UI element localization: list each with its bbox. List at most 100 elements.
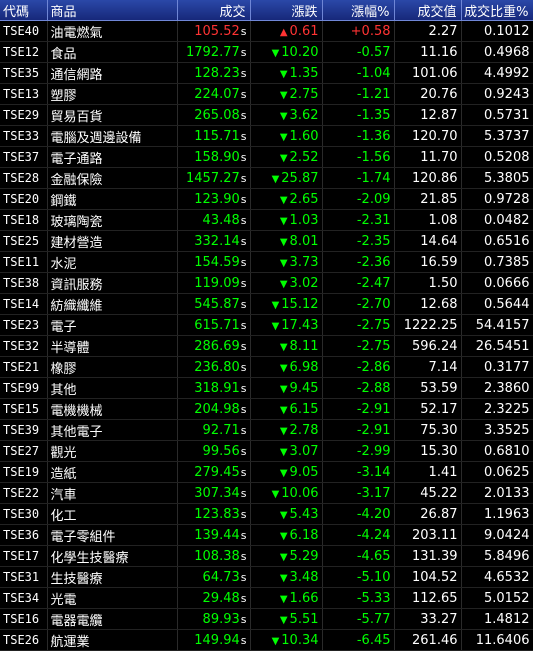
table-row[interactable]: TSE27 觀光 99.56s ▼ 3.07 -2.99 15.30 0.6810 — [0, 440, 533, 462]
header-code[interactable]: 代碼 — [0, 0, 48, 21]
table-row[interactable]: TSE25 建材營造 332.14s ▼ 8.01 -2.35 14.64 0.6516 — [0, 230, 533, 252]
table-row[interactable]: TSE20 鋼鐵 123.90s ▼ 2.65 -2.09 21.85 0.9728 — [0, 188, 533, 210]
change-cell: ▼ 6.18 — [250, 524, 323, 546]
trade-value: 203.11 — [394, 524, 462, 546]
table-row[interactable]: TSE33 電腦及週邊設備 115.71s ▼ 1.60 -1.36 120.70 5.373… — [0, 125, 533, 147]
change-value: 6.18 — [289, 527, 319, 543]
close-price-cell: 286.69s — [177, 335, 251, 357]
change-percent: -1.21 — [322, 83, 395, 105]
close-price: 139.44 — [194, 527, 240, 543]
trade-ratio: 4.4992 — [461, 62, 533, 84]
close-price-cell: 89.93s — [177, 608, 251, 630]
change-cell: ▼ 17.43 — [250, 314, 323, 336]
change-percent: -2.86 — [322, 356, 395, 378]
table-row[interactable]: TSE35 通信網路 128.23s ▼ 1.35 -1.04 101.06 4.4992 — [0, 62, 533, 84]
close-price-cell: 265.08s — [177, 104, 251, 126]
table-row[interactable]: TSE22 汽車 307.34s ▼ 10.06 -3.17 45.22 2.0133 — [0, 482, 533, 504]
trade-ratio: 2.3860 — [461, 377, 533, 399]
triangle-down-icon: ▼ — [279, 572, 288, 584]
change-cell: ▼ 8.01 — [250, 230, 323, 252]
table-row[interactable]: TSE17 化學生技醫療 108.38s ▼ 5.29 -4.65 131.39 5.8496 — [0, 545, 533, 567]
table-row[interactable]: TSE13 塑膠 224.07s ▼ 2.75 -1.21 20.76 0.9243 — [0, 83, 533, 105]
sector-name: 生技醫療 — [47, 566, 178, 588]
table-row[interactable]: TSE21 橡膠 236.80s ▼ 6.98 -2.86 7.14 0.3177 — [0, 356, 533, 378]
table-row[interactable]: TSE12 食品 1792.77s ▼ 10.20 -0.57 11.16 0.4968 — [0, 41, 533, 63]
header-change[interactable]: 漲跌 — [250, 0, 323, 21]
change-percent: -2.70 — [322, 293, 395, 315]
change-value: 3.73 — [289, 254, 319, 270]
change-value: 3.02 — [289, 275, 319, 291]
change-value: 1.60 — [289, 128, 319, 144]
triangle-down-icon: ▼ — [271, 173, 280, 185]
table-row[interactable]: TSE32 半導體 286.69s ▼ 8.11 -2.75 596.24 26.5451 — [0, 335, 533, 357]
table-row[interactable]: TSE19 造紙 279.45s ▼ 9.05 -3.14 1.41 0.0625 — [0, 461, 533, 483]
header-name[interactable]: 商品 — [47, 0, 178, 21]
trade-ratio: 2.3225 — [461, 398, 533, 420]
sector-name: 光電 — [47, 587, 178, 609]
close-price: 119.09 — [194, 275, 240, 291]
sector-name: 其他 — [47, 377, 178, 399]
table-row[interactable]: TSE30 化工 123.83s ▼ 5.43 -4.20 26.87 1.1963 — [0, 503, 533, 525]
close-price: 123.90 — [194, 191, 240, 207]
table-row[interactable]: TSE29 貿易百貨 265.08s ▼ 3.62 -1.35 12.87 0.5731 — [0, 104, 533, 126]
table-row[interactable]: TSE18 玻璃陶瓷 43.48s ▼ 1.03 -2.31 1.08 0.0482 — [0, 209, 533, 231]
table-row[interactable]: TSE37 電子通路 158.90s ▼ 2.52 -1.56 11.70 0.5208 — [0, 146, 533, 168]
trade-value: 11.70 — [394, 146, 462, 168]
price-flag: s — [240, 591, 247, 605]
change-percent: -1.04 — [322, 62, 395, 84]
sector-code: TSE38 — [0, 272, 48, 294]
trade-value: 14.64 — [394, 230, 462, 252]
change-value: 3.07 — [289, 443, 319, 459]
table-row[interactable]: TSE38 資訊服務 119.09s ▼ 3.02 -2.47 1.50 0.0666 — [0, 272, 533, 294]
triangle-down-icon: ▼ — [271, 320, 280, 332]
trade-ratio: 0.5731 — [461, 104, 533, 126]
close-price-cell: 158.90s — [177, 146, 251, 168]
sector-code: TSE15 — [0, 398, 48, 420]
sector-name: 航運業 — [47, 629, 178, 651]
close-price-cell: 1792.77s — [177, 41, 251, 63]
triangle-down-icon: ▼ — [279, 257, 288, 269]
change-cell: ▼ 5.43 — [250, 503, 323, 525]
sector-name: 鋼鐵 — [47, 188, 178, 210]
change-cell: ▲ 0.61 — [250, 20, 323, 42]
triangle-down-icon: ▼ — [279, 551, 288, 563]
header-row: 代碼 商品 成交 漲跌 漲幅% 成交值 成交比重% — [0, 0, 533, 21]
close-price-cell: 105.52s — [177, 20, 251, 42]
sector-code: TSE26 — [0, 629, 48, 651]
change-percent: -2.47 — [322, 272, 395, 294]
table-row[interactable]: TSE11 水泥 154.59s ▼ 3.73 -2.36 16.59 0.7385 — [0, 251, 533, 273]
sector-code: TSE30 — [0, 503, 48, 525]
table-row[interactable]: TSE39 其他電子 92.71s ▼ 2.78 -2.91 75.30 3.3525 — [0, 419, 533, 441]
table-row[interactable]: TSE26 航運業 149.94s ▼ 10.34 -6.45 261.46 11.6406 — [0, 629, 533, 651]
trade-ratio: 0.7385 — [461, 251, 533, 273]
header-value[interactable]: 成交值 — [394, 0, 462, 21]
sector-code: TSE18 — [0, 209, 48, 231]
header-pct[interactable]: 漲幅% — [322, 0, 395, 21]
triangle-down-icon: ▼ — [279, 194, 288, 206]
change-percent: -5.33 — [322, 587, 395, 609]
header-close[interactable]: 成交 — [177, 0, 251, 21]
price-flag: s — [240, 192, 247, 206]
price-flag: s — [240, 570, 247, 584]
header-ratio[interactable]: 成交比重% — [461, 0, 533, 21]
table-row[interactable]: TSE34 光電 29.48s ▼ 1.66 -5.33 112.65 5.0152 — [0, 587, 533, 609]
table-row[interactable]: TSE28 金融保險 1457.27s ▼ 25.87 -1.74 120.86 5.3805 — [0, 167, 533, 189]
sector-code: TSE14 — [0, 293, 48, 315]
sector-name: 電器電纜 — [47, 608, 178, 630]
sector-code: TSE39 — [0, 419, 48, 441]
table-row[interactable]: TSE15 電機機械 204.98s ▼ 6.15 -2.91 52.17 2.3225 — [0, 398, 533, 420]
triangle-down-icon: ▼ — [279, 341, 288, 353]
price-flag: s — [240, 234, 247, 248]
table-row[interactable]: TSE16 電器電纜 89.93s ▼ 5.51 -5.77 33.27 1.4812 — [0, 608, 533, 630]
table-row[interactable]: TSE99 其他 318.91s ▼ 9.45 -2.88 53.59 2.3860 — [0, 377, 533, 399]
table-row[interactable]: TSE36 電子零組件 139.44s ▼ 6.18 -4.24 203.11 9.0424 — [0, 524, 533, 546]
table-row[interactable]: TSE14 紡織纖維 545.87s ▼ 15.12 -2.70 12.68 0.5644 — [0, 293, 533, 315]
change-cell: ▼ 1.66 — [250, 587, 323, 609]
table-row[interactable]: TSE23 電子 615.71s ▼ 17.43 -2.75 1222.25 54.4157 — [0, 314, 533, 336]
change-cell: ▼ 9.45 — [250, 377, 323, 399]
price-flag: s — [240, 423, 247, 437]
change-percent: -3.17 — [322, 482, 395, 504]
trade-value: 53.59 — [394, 377, 462, 399]
table-row[interactable]: TSE40 油電燃氣 105.52s ▲ 0.61 +0.58 2.27 0.1012 — [0, 20, 533, 42]
table-row[interactable]: TSE31 生技醫療 64.73s ▼ 3.48 -5.10 104.52 4.6532 — [0, 566, 533, 588]
